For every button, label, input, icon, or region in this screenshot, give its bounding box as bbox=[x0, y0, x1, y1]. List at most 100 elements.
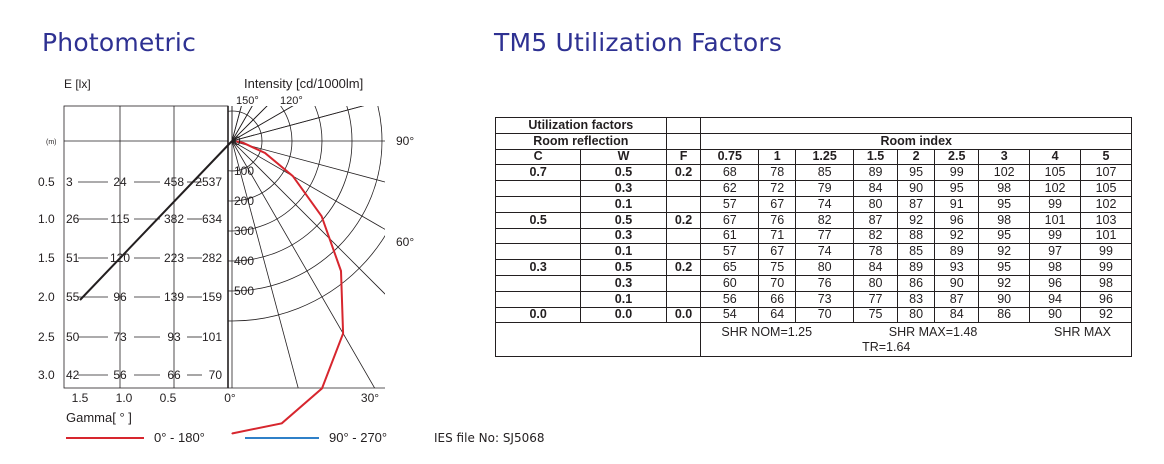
uf-value: 61 bbox=[700, 227, 760, 245]
radial-label: 0 bbox=[234, 134, 241, 148]
polar-grid-inner bbox=[228, 106, 385, 388]
uf-value: 99 bbox=[1029, 195, 1081, 213]
shr-shr-nom: SHR NOM=1.25 bbox=[721, 324, 813, 339]
reflection-f bbox=[665, 275, 702, 292]
footer-shr: SHR NOM=1.25 SHR MAX=1.48 SHR MAX TR=1.64 bbox=[700, 322, 1132, 358]
room-index-header: 1.5 bbox=[852, 148, 899, 166]
uf-value: 89 bbox=[934, 243, 980, 261]
uf-value: 90 bbox=[934, 274, 980, 292]
illuminance-value: 101 bbox=[202, 330, 222, 344]
table-row: 0.3 61 71 77 82 88 92 95 99 101 bbox=[494, 227, 1133, 245]
x-tick-label: 1.5 bbox=[72, 391, 89, 405]
table-row: Utilization factors bbox=[495, 117, 1132, 134]
radial-label: 100 bbox=[234, 164, 254, 178]
uf-value: 102 bbox=[1029, 180, 1081, 197]
uf-value: 71 bbox=[758, 227, 797, 245]
series-point bbox=[292, 175, 294, 177]
polar-spoke bbox=[231, 140, 385, 295]
ies-file-number: IES file No: SJ5068 bbox=[434, 431, 545, 445]
uf-value: 64 bbox=[758, 306, 797, 324]
uf-value: 88 bbox=[897, 227, 936, 245]
series-point bbox=[242, 142, 245, 144]
polar-angle-label: 90° bbox=[396, 134, 414, 148]
uf-value: 91 bbox=[934, 195, 980, 213]
uf-value: 96 bbox=[934, 211, 980, 229]
reflection-c: 0.7 bbox=[494, 164, 582, 182]
room-index-header: 2 bbox=[897, 148, 936, 166]
height-label: 0.5 bbox=[38, 175, 55, 189]
table-row: Room reflection Room index bbox=[495, 132, 1132, 150]
uf-value: 67 bbox=[758, 243, 797, 261]
polar-spoke bbox=[231, 140, 299, 388]
legend-label: 90° - 270° bbox=[329, 430, 388, 445]
shr-shr-max: SHR MAX=1.48 bbox=[888, 324, 978, 339]
uf-value: 85 bbox=[795, 164, 854, 182]
tr-value: TR=1.64 bbox=[862, 339, 911, 354]
uf-value: 72 bbox=[758, 180, 797, 197]
uf-value: 99 bbox=[934, 164, 980, 182]
uf-value: 84 bbox=[852, 180, 899, 197]
reflection-w: 0.1 bbox=[580, 243, 667, 261]
x-tick-label: 0° bbox=[224, 391, 236, 405]
reflection-c bbox=[494, 291, 582, 308]
uf-value: 99 bbox=[1029, 227, 1081, 245]
uf-value: 92 bbox=[1079, 306, 1133, 324]
x-tick-label: 0.5 bbox=[160, 391, 177, 405]
reflection-c bbox=[494, 196, 582, 213]
uf-value: 65 bbox=[700, 259, 760, 276]
uf-value: 60 bbox=[700, 274, 760, 292]
legend-item-0-180: 0° - 180° bbox=[66, 430, 205, 445]
polar-angle-label: 120° bbox=[280, 95, 303, 107]
room-index-header: 4 bbox=[1029, 148, 1081, 166]
uf-value: 73 bbox=[795, 290, 854, 308]
illuminance-value: 3 bbox=[66, 175, 73, 189]
uf-value: 76 bbox=[795, 274, 854, 292]
utilization-factors-table: Utilization factors Room reflection Room i… bbox=[494, 117, 1133, 358]
uf-value: 66 bbox=[758, 290, 797, 308]
reflection-c bbox=[494, 180, 582, 197]
height-label: 2.5 bbox=[38, 330, 55, 344]
room-index-header: 5 bbox=[1079, 148, 1133, 166]
e-axis-label: E [lx] bbox=[64, 77, 91, 91]
uf-value: 83 bbox=[897, 290, 936, 308]
uf-value: 95 bbox=[934, 180, 980, 197]
uf-value: 75 bbox=[852, 306, 899, 324]
illuminance-value: 42 bbox=[66, 368, 80, 382]
room-index-header: 1 bbox=[758, 148, 797, 166]
gamma-label: Gamma[ ° ] bbox=[66, 410, 132, 425]
illuminance-value: 50 bbox=[66, 330, 80, 344]
uf-value: 80 bbox=[897, 306, 936, 324]
uf-value: 103 bbox=[1079, 211, 1133, 229]
reflection-f: 0.2 bbox=[665, 164, 702, 182]
uf-value: 98 bbox=[978, 211, 1031, 229]
uf-value: 99 bbox=[1079, 243, 1133, 261]
reflection-c: 0.0 bbox=[494, 306, 582, 324]
header-blank-room bbox=[700, 117, 1132, 134]
series-curve-0 bbox=[231, 140, 345, 435]
illuminance-value: 73 bbox=[113, 330, 127, 344]
uf-value: 98 bbox=[1079, 274, 1133, 292]
table-row: 0.0 0.0 0.0 54 64 70 75 80 84 86 90 92 bbox=[494, 306, 1133, 324]
uf-value: 105 bbox=[1029, 164, 1081, 182]
radial-label: 200 bbox=[234, 194, 254, 208]
uf-value: 102 bbox=[1079, 195, 1133, 213]
radial-label: 300 bbox=[234, 224, 254, 238]
uf-value: 102 bbox=[978, 164, 1031, 182]
radial-label: 500 bbox=[234, 284, 254, 298]
illuminance-value: 282 bbox=[202, 251, 222, 265]
height-label: 1.0 bbox=[38, 212, 55, 226]
radial-label: 400 bbox=[234, 254, 254, 268]
series-point bbox=[321, 215, 323, 217]
series-point bbox=[231, 432, 233, 435]
reflection-f bbox=[665, 228, 702, 245]
col-header-c: C bbox=[494, 148, 582, 166]
header-room-reflection: Room reflection bbox=[495, 132, 667, 150]
illuminance-value: 56 bbox=[113, 368, 127, 382]
uf-value: 87 bbox=[897, 195, 936, 213]
series-point bbox=[264, 152, 266, 154]
left-grid-frame bbox=[63, 105, 229, 389]
uf-value: 95 bbox=[978, 227, 1031, 245]
uf-value: 77 bbox=[795, 227, 854, 245]
m-unit-label: (m) bbox=[46, 139, 57, 146]
polar-spoke bbox=[231, 140, 385, 183]
